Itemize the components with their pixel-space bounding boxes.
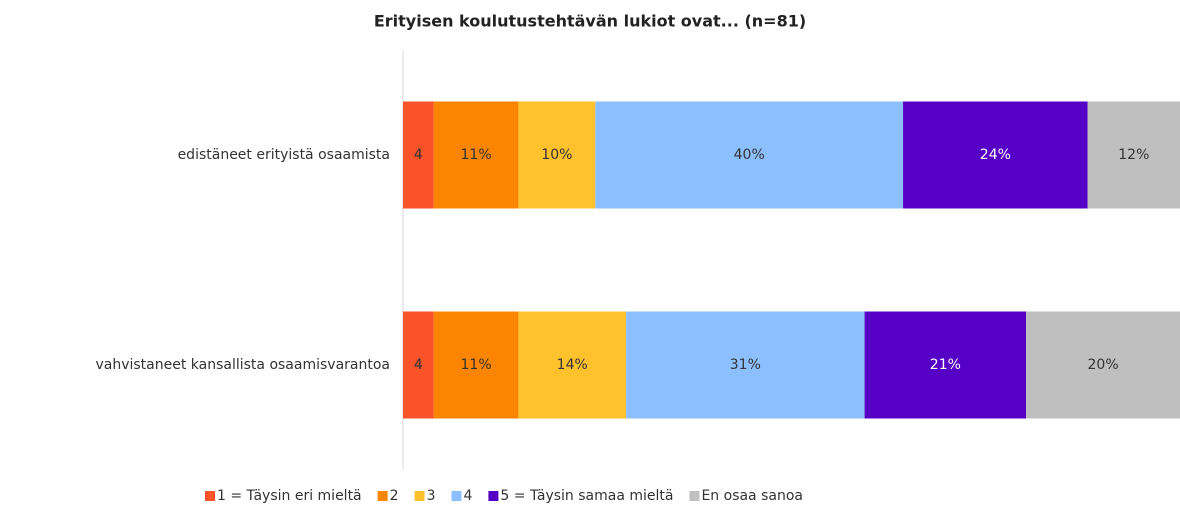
value-label: 31% (730, 357, 761, 373)
value-label: 10% (541, 147, 572, 163)
value-label: 12% (1118, 147, 1149, 163)
legend-swatch (414, 491, 425, 501)
chart-title: Erityisen koulutustehtävän lukiot ovat..… (374, 12, 806, 31)
legend-swatch (205, 491, 215, 501)
bar-segment (433, 101, 519, 209)
bar-segment (626, 311, 865, 419)
bar-segment (1026, 311, 1180, 419)
legend-label: 3 (427, 488, 436, 504)
legend-label: 2 (390, 488, 399, 504)
legend-label: 1 = Täysin eri mieltä (217, 488, 362, 504)
bar-segment (518, 311, 627, 419)
legend-swatch (488, 491, 499, 501)
bar-segment (595, 101, 904, 209)
value-label: 40% (734, 147, 765, 163)
value-label: 21% (930, 357, 961, 373)
value-label: 20% (1088, 357, 1119, 373)
legend: 1 = Täysin eri mieltä 2 3 4 5 = Täysin samaa… (205, 488, 803, 504)
category-label: vahvistaneet kansallista osaamisvarantoa (95, 357, 390, 373)
value-label: 14% (557, 357, 588, 373)
bar-segment (433, 311, 519, 419)
value-label: 11% (461, 357, 492, 373)
value-label: 4 (414, 147, 423, 163)
bar-segment (1087, 101, 1180, 209)
category-label: edistäneet erityistä osaamista (178, 147, 390, 163)
bar-segment (518, 101, 596, 209)
legend-label: 5 = Täysin samaa mieltä (500, 488, 673, 504)
value-label: 24% (980, 147, 1011, 163)
value-label: 4 (414, 357, 423, 373)
legend-swatch (689, 491, 700, 501)
legend-swatch (451, 491, 462, 501)
legend-label: 4 (463, 488, 472, 504)
bar-segment (903, 101, 1088, 209)
legend-swatch (377, 491, 388, 501)
bar-segment (864, 311, 1027, 419)
bar-segment (403, 101, 434, 209)
legend-label: En osaa sanoa (701, 488, 803, 504)
bar-segment (403, 311, 434, 419)
value-label: 11% (461, 147, 492, 163)
